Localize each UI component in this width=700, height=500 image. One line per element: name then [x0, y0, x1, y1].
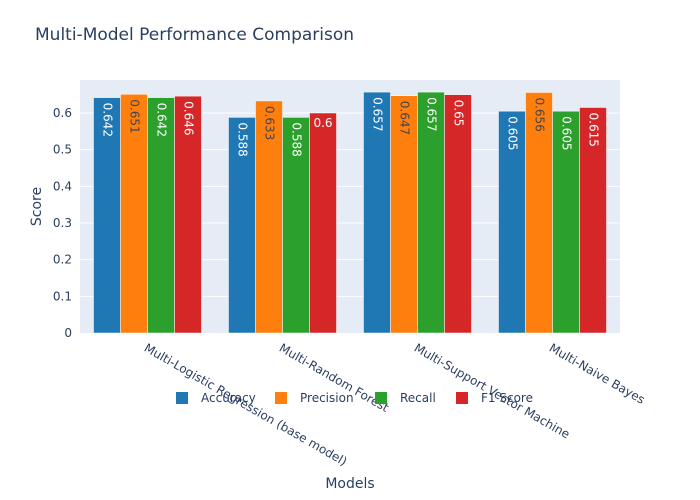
y-tick-label: 0.3 [53, 216, 72, 230]
bar-f1-score [579, 107, 607, 334]
legend-swatch [176, 392, 188, 404]
bar-value-label: 0.642 [101, 103, 115, 137]
bar-value-label: 0.657 [371, 97, 385, 131]
legend-swatch [275, 392, 287, 404]
y-tick-label: 0.5 [53, 143, 72, 157]
y-tick-label: 0.6 [53, 106, 72, 120]
bar-value-label: 0.657 [425, 97, 439, 131]
bar-accuracy [363, 91, 391, 334]
legend-swatch [456, 392, 468, 404]
legend-label: F1 Score [481, 391, 533, 405]
bar-recall [282, 117, 310, 334]
bar-value-label: 0.651 [128, 99, 142, 133]
legend: Accuracy Precision Recall F1 Score [176, 391, 533, 405]
bars [93, 91, 607, 334]
bar-precision [120, 94, 148, 334]
x-axis-title: Models [325, 476, 374, 492]
bar-value-label: 0.605 [506, 116, 520, 150]
bar-value-label: 0.615 [587, 113, 601, 147]
bar-value-label: 0.588 [290, 122, 304, 156]
legend-label: Recall [400, 391, 436, 405]
bar-value-label: 0.65 [452, 100, 466, 127]
y-tick-label: 0 [64, 326, 72, 340]
bar-f1-score [174, 95, 202, 334]
bar-value-label: 0.6 [313, 116, 332, 130]
bar-value-label: 0.605 [560, 116, 574, 150]
bar-value-label: 0.646 [182, 101, 196, 135]
legend-label: Precision [300, 391, 354, 405]
y-axis-title: Score [29, 187, 45, 226]
chart-title: Multi-Model Performance Comparison [35, 25, 354, 45]
bar-recall [147, 97, 175, 334]
bar-value-label: 0.588 [236, 122, 250, 156]
y-tick-label: 0.1 [53, 289, 72, 303]
legend-swatch [375, 392, 387, 404]
bar-labels: 0.642 0.588 0.657 0.605 0.651 0.633 0.647 0.656… [101, 97, 601, 157]
bar-recall [552, 110, 580, 334]
legend-label: Accuracy [201, 391, 256, 405]
bar-f1-score [309, 112, 337, 334]
bar-accuracy [93, 97, 121, 334]
bar-precision [255, 100, 283, 334]
bar-value-label: 0.633 [263, 106, 277, 140]
bar-precision [390, 95, 418, 334]
bar-recall [417, 91, 445, 334]
bar-accuracy [228, 117, 256, 334]
bar-value-label: 0.647 [398, 101, 412, 135]
bar-value-label: 0.642 [155, 103, 169, 137]
bar-f1-score [444, 94, 472, 334]
bar-value-label: 0.656 [533, 97, 547, 131]
y-axis-ticks: 0 0.1 0.2 0.3 0.4 0.5 0.6 [53, 106, 72, 340]
y-tick-label: 0.4 [53, 179, 72, 193]
y-tick-label: 0.2 [53, 253, 72, 267]
